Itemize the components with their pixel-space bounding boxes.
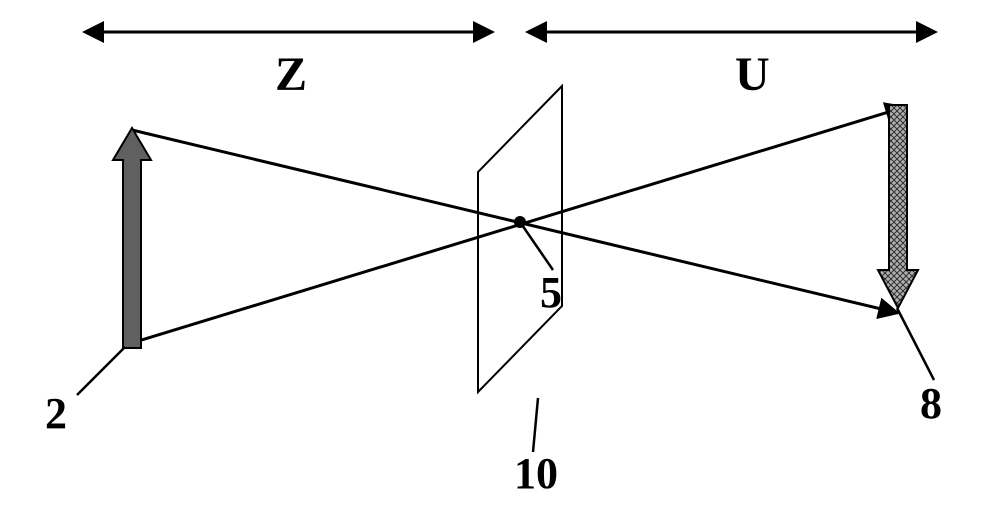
pinhole-plane <box>478 86 562 392</box>
leader-2 <box>77 347 125 395</box>
leader-8 <box>897 308 934 380</box>
leader-10 <box>533 398 538 452</box>
label-5: 5 <box>540 267 562 318</box>
label-10: 10 <box>514 448 558 499</box>
label-Z: Z <box>275 47 307 102</box>
label-8: 8 <box>920 378 942 429</box>
label-2: 2 <box>45 388 67 439</box>
image-arrow <box>878 105 918 308</box>
diagram-canvas <box>0 0 993 518</box>
ray-bottom-to-top <box>125 107 905 345</box>
object-arrow <box>113 128 151 348</box>
label-U: U <box>735 47 770 102</box>
